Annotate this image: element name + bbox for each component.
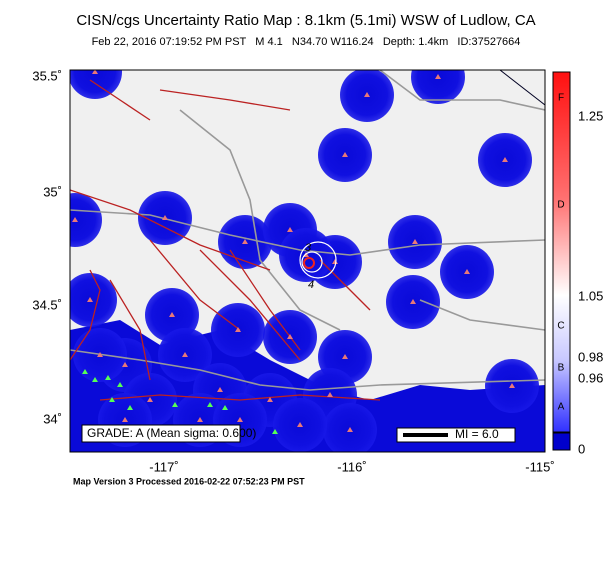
station [287,334,293,339]
station [332,259,338,264]
station [412,239,418,244]
colorbar-grade: B [558,363,565,374]
station [464,269,470,274]
lon-label: -115˚ [525,459,554,474]
station [162,215,168,220]
road [70,349,545,391]
coverage-circle [411,70,465,104]
station-green [109,397,115,402]
contour-label: 4 [308,279,314,291]
station [147,397,153,402]
map: 3 4 GRADE: A (Mean sigma: 0.600) MI = 6.… [70,70,545,452]
colorbar-grade: C [557,321,564,332]
road [379,70,545,111]
fault [159,89,291,111]
colorbar-grade: A [558,402,565,413]
station-green [222,405,228,410]
colorbar-zero [552,432,571,451]
border [499,70,545,106]
station [122,362,128,367]
colorbar-value: 1.25 [578,108,603,123]
station [342,152,348,157]
station [87,297,93,302]
station [182,352,188,357]
lat-label: 34.5˚ [32,297,62,312]
colorbar-grade: D [557,200,564,211]
fault [199,249,301,361]
station [242,239,248,244]
colorbar-value: 0 [578,441,585,456]
coverage-circle [70,273,117,327]
fault [70,269,101,361]
fault [109,279,151,381]
station [235,327,241,332]
station [347,427,353,432]
station [509,383,515,388]
colorbar-gradient [552,71,571,433]
station [217,387,223,392]
fault [319,259,371,311]
footer: Map Version 3 Processed 2016-02-22 07:52… [73,476,305,486]
station [197,417,203,422]
station [169,312,175,317]
road [179,109,341,331]
station [267,397,273,402]
contour [301,251,323,273]
road [419,299,545,331]
roads [70,70,545,391]
colorbar-grade: F [558,93,564,104]
station [92,70,98,74]
lat-label: 35˚ [43,184,62,199]
title: CISN/cgs Uncertainty Ratio Map : 8.1km (… [76,12,535,29]
contour-label: 3 [305,242,312,254]
colorbar-value: 0.98 [578,349,603,364]
station [502,157,508,162]
station-green [82,369,88,374]
road [70,209,545,256]
station [297,422,303,427]
station-green [127,405,133,410]
station [342,354,348,359]
station [72,217,78,222]
colorbar-value: 0.96 [578,370,603,385]
coverage-circle [70,193,102,247]
epicenter: 3 4 [299,241,337,291]
station-green [207,402,213,407]
fault [89,79,151,121]
grade-label: GRADE: A (Mean sigma: 0.600) [87,426,256,440]
scale-label: MI = 6.0 [455,427,499,441]
fault [149,239,241,331]
station-green [272,429,278,434]
map-frame [69,69,546,453]
faults [70,79,381,401]
station [287,227,293,232]
fault [99,394,381,401]
lat-label: 34˚ [43,411,62,426]
station [237,417,243,422]
station-green [105,375,111,380]
station [435,74,441,79]
station [122,417,128,422]
subtitle: Feb 22, 2016 07:19:52 PM PST M 4.1 N34.7… [92,36,521,48]
lon-label: -117˚ [149,459,178,474]
station [364,92,370,97]
station-green [117,382,123,387]
scale-background [396,427,516,443]
colorbar-value: 1.05 [578,288,603,303]
lat-label: 35.5˚ [32,68,62,83]
grade-box: GRADE: A (Mean sigma: 0.600) [81,424,256,443]
station [410,299,416,304]
lon-label: -116˚ [337,459,366,474]
station-green [172,402,178,407]
contour [299,241,337,279]
scale-box: MI = 6.0 [396,427,516,443]
station [97,352,103,357]
station-green [92,377,98,382]
colorbar: 1.25 1.05 0.98 0.96 0 F D C B A [552,71,603,456]
grade-background [81,424,241,443]
epicenter-star [303,257,315,269]
station [327,392,333,397]
